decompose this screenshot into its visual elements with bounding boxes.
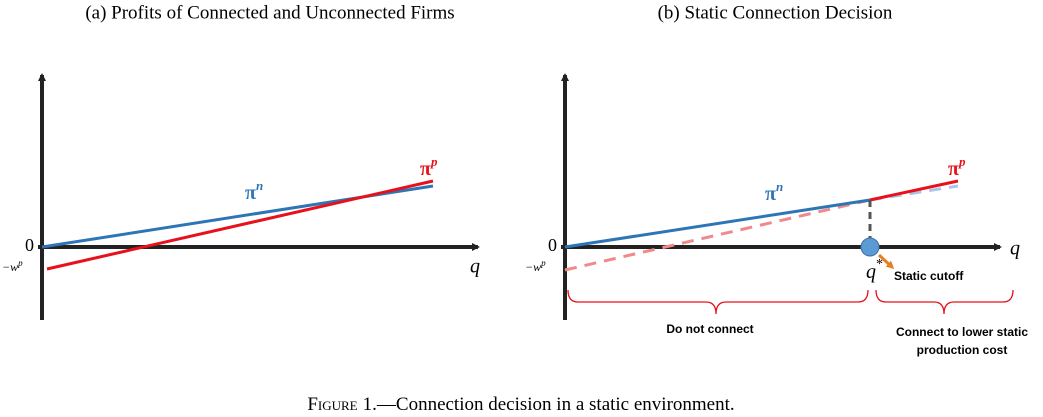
base: −w	[2, 260, 18, 274]
cutoff-arrow	[877, 253, 895, 270]
panel-title: (a) Profits of Connected and Unconnected…	[85, 2, 454, 23]
neg-w-label: −wp	[525, 258, 546, 274]
cutoff-point	[860, 237, 880, 257]
pi-p-line	[869, 179, 959, 202]
base: q	[866, 261, 876, 283]
right-region-label: production cost	[917, 343, 1008, 357]
cutoff-label: q*	[866, 257, 883, 282]
pi-p-label: πp	[420, 154, 438, 180]
pi-n-line	[564, 198, 871, 249]
base: −w	[525, 260, 541, 274]
base: π	[245, 182, 256, 204]
cutoff-note: Static cutoff	[894, 269, 964, 283]
x-label: q	[1010, 238, 1020, 260]
base: π	[420, 158, 431, 180]
pi-p-dashed	[564, 198, 871, 272]
sup: p	[430, 154, 438, 169]
base: π	[948, 158, 959, 180]
caption-text: 1.—Connection decision in a static envir…	[363, 394, 735, 415]
sup: *	[876, 257, 883, 272]
zero-label: 0	[548, 235, 557, 255]
sup: p	[958, 154, 966, 169]
base: π	[765, 183, 776, 205]
neg-w-label: −wp	[2, 258, 23, 274]
panel-title: (b) Static Connection Decision	[658, 2, 893, 23]
caption: Figure 1.—Connection decision in a static…	[307, 394, 734, 415]
caption-label: Figure	[307, 394, 357, 415]
pi-n-label: πn	[245, 178, 263, 204]
sup: p	[540, 258, 546, 268]
left-region-label: Do not connect	[666, 322, 753, 336]
pi-n-label: πn	[765, 179, 783, 205]
right-region-label: Connect to lower static	[896, 325, 1028, 339]
sup: n	[256, 178, 263, 193]
pi-p-line	[46, 179, 434, 271]
pi-p-label: πp	[948, 154, 966, 180]
x-label: q	[470, 256, 480, 278]
right-brace	[875, 289, 1014, 315]
sup: p	[17, 258, 23, 268]
zero-label: 0	[25, 235, 34, 255]
left-brace	[567, 289, 869, 315]
pi-n-dashed	[869, 184, 959, 202]
sup: n	[776, 179, 783, 194]
